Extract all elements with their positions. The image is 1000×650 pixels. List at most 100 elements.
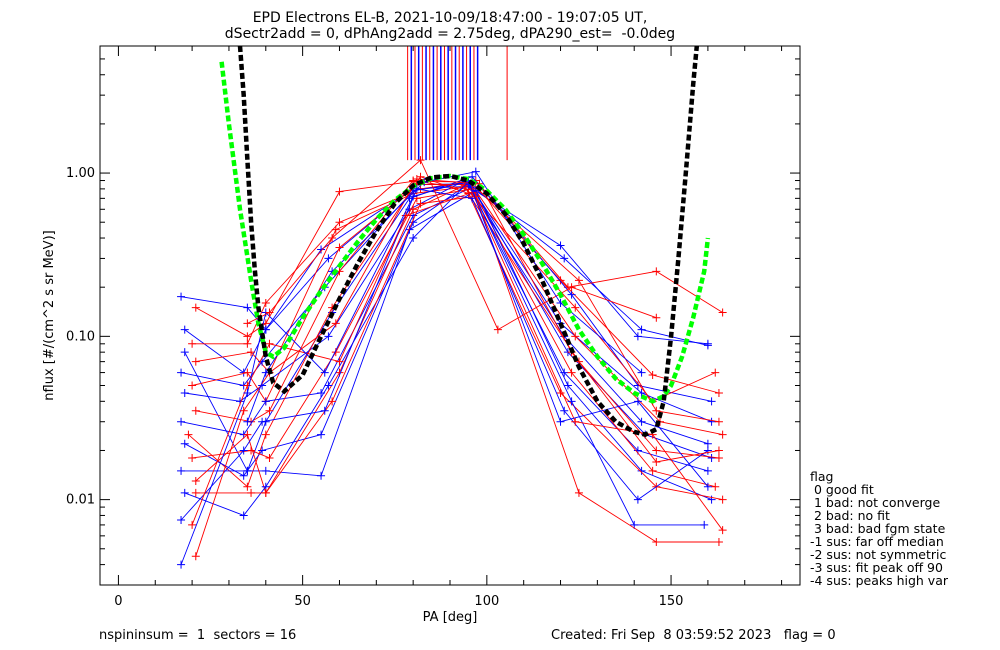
x-tick-label: 50: [294, 594, 311, 609]
data-point: [180, 325, 189, 334]
data-point: [258, 417, 267, 426]
data-point: [180, 388, 189, 397]
data-point: [703, 466, 712, 475]
data-point: [700, 520, 709, 529]
data-point: [239, 446, 248, 455]
data-point: [180, 439, 189, 448]
data-point: [239, 406, 248, 415]
data-point: [648, 466, 657, 475]
data-point: [331, 225, 340, 234]
series-line-16: [184, 181, 705, 526]
data-point: [471, 167, 480, 176]
data-point: [243, 303, 252, 312]
data-point: [633, 397, 642, 406]
data-point: [265, 406, 274, 415]
data-point: [633, 495, 642, 504]
footer-created-info: Created: Fri Sep 8 03:59:52 2023 flag = …: [551, 628, 836, 643]
data-point: [191, 488, 200, 497]
data-point: [571, 303, 580, 312]
data-point: [243, 482, 252, 491]
data-point: [707, 417, 716, 426]
data-point: [637, 325, 646, 334]
legend-item-fit-peak-off-90: -3 sus: fit peak off 90: [810, 560, 943, 575]
axes: 0 50 100 150 0.01 0.10 1.00 PA [deg] nflux [#/(c…: [42, 45, 801, 625]
data-point: [567, 283, 576, 292]
legend-item-not-converge: 1 bad: not converge: [810, 495, 941, 510]
data-point: [191, 406, 200, 415]
peak-markers: [407, 46, 508, 161]
data-point: [191, 552, 200, 561]
data-point: [335, 187, 344, 196]
data-point: [265, 453, 274, 462]
legend-item-no-fit: 2 bad: no fit: [810, 508, 890, 523]
data-point: [707, 495, 716, 504]
data-point: [191, 477, 200, 486]
data-point: [556, 388, 565, 397]
black-fit-curve: [237, 46, 700, 437]
data-point: [703, 341, 712, 350]
data-point: [714, 538, 723, 547]
y-tick-label: 1.00: [66, 166, 95, 181]
data-point: [633, 332, 642, 341]
data-point: [188, 339, 197, 348]
data-point: [556, 241, 565, 250]
data-point: [239, 511, 248, 520]
data-point: [416, 156, 425, 165]
data-point: [261, 299, 270, 308]
data-point: [711, 482, 720, 491]
data-point: [324, 381, 333, 390]
x-tick-label: 0: [114, 594, 122, 609]
y-tick-label: 0.10: [66, 329, 95, 344]
data-point: [331, 348, 340, 357]
y-axis-label: nflux [#/(cm^2 s sr MeV)]: [42, 230, 57, 400]
data-point: [261, 430, 270, 439]
data-point: [648, 370, 657, 379]
series-line-14: [181, 190, 712, 501]
data-point: [718, 526, 727, 535]
data-point: [571, 417, 580, 426]
data-point: [574, 488, 583, 497]
series-line-18: [180, 188, 709, 521]
data-point: [265, 339, 274, 348]
legend-item-good-fit: 0 good fit: [810, 482, 874, 497]
data-point: [714, 388, 723, 397]
data-point: [177, 417, 186, 426]
data-point: [714, 446, 723, 455]
y-tick-label: 0.01: [66, 493, 95, 508]
data-point: [180, 488, 189, 497]
series-line-3: [192, 180, 723, 345]
data-point: [328, 234, 337, 243]
data-point: [335, 243, 344, 252]
data-point: [177, 466, 186, 475]
data-point: [633, 381, 642, 390]
data-point: [328, 397, 337, 406]
data-point: [637, 466, 646, 475]
data-point: [652, 457, 661, 466]
data-point: [243, 430, 252, 439]
data-point: [191, 303, 200, 312]
series-line-1: [195, 180, 720, 394]
data-point: [416, 199, 425, 208]
data-point: [177, 368, 186, 377]
legend-item-far-off-median: -1 sus: far off median: [810, 534, 944, 549]
data-point: [317, 471, 326, 480]
data-point: [707, 397, 716, 406]
legend-item-peaks-high-var: -4 sus: peaks high var: [810, 573, 949, 588]
data-point: [261, 397, 270, 406]
data-point: [567, 368, 576, 377]
data-point: [560, 406, 569, 415]
data-point: [324, 254, 333, 263]
chart-title-line-2: dSectr2add = 0, dPhAng2add = 2.75deg, dP…: [224, 26, 676, 42]
data-point: [493, 325, 502, 334]
data-point: [243, 368, 252, 377]
data-point: [258, 357, 267, 366]
legend-item-bad-fgm-state: 3 bad: bad fgm state: [810, 521, 946, 536]
data-point: [177, 292, 186, 301]
data-point: [243, 332, 252, 341]
data-point: [571, 332, 580, 341]
data-point: [261, 488, 270, 497]
chart-title-line-1: EPD Electrons EL-B, 2021-10-09/18:47:00 …: [252, 10, 648, 26]
data-point: [317, 245, 326, 254]
data-point: [652, 267, 661, 276]
